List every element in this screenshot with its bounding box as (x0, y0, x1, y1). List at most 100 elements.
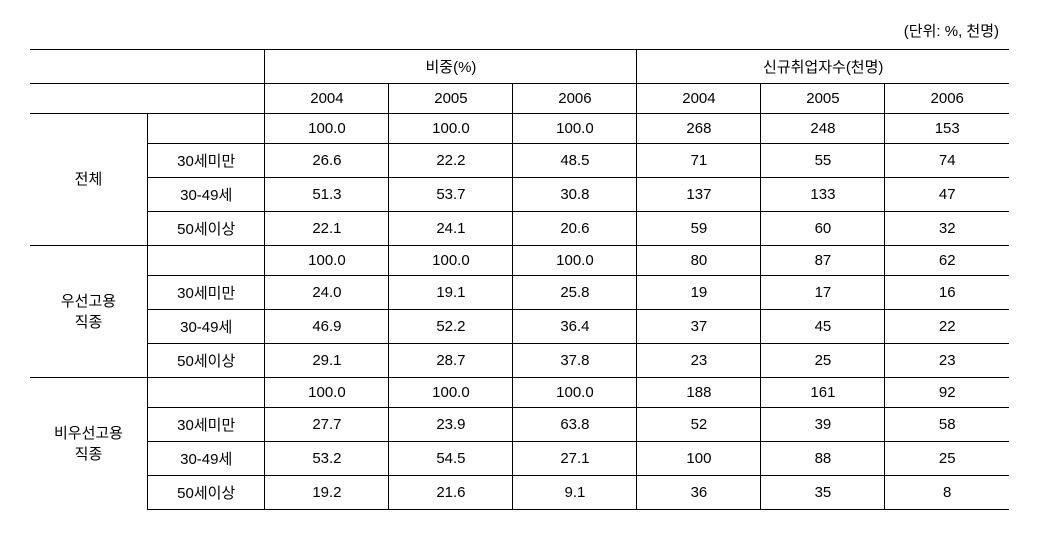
cell: 52 (637, 408, 761, 442)
rowgroup-label: 전체 (30, 114, 147, 246)
header-row-2: 2004 2005 2006 2004 2005 2006 (30, 84, 1009, 114)
table-row: 비우선고용직종 100.0 100.0 100.0 188 161 92 (30, 378, 1009, 408)
cell: 100.0 (513, 378, 637, 408)
cell: 37.8 (513, 344, 637, 378)
table-row: 50세이상 22.1 24.1 20.6 59 60 32 (30, 212, 1009, 246)
cell: 8 (885, 476, 1009, 510)
cell: 36 (637, 476, 761, 510)
cell: 23 (637, 344, 761, 378)
row-sub-label: 50세이상 (147, 212, 264, 246)
cell: 59 (637, 212, 761, 246)
rowgroup-label: 비우선고용직종 (30, 378, 147, 510)
cell: 25.8 (513, 276, 637, 310)
cell: 248 (761, 114, 885, 144)
cell: 100.0 (265, 246, 389, 276)
table-row: 30세미만 26.6 22.2 48.5 71 55 74 (30, 144, 1009, 178)
table-row: 30-49세 51.3 53.7 30.8 137 133 47 (30, 178, 1009, 212)
cell: 71 (637, 144, 761, 178)
data-table: 비중(%) 신규취업자수(천명) 2004 2005 2006 2004 200… (30, 49, 1009, 510)
cell: 26.6 (265, 144, 389, 178)
header-year: 2005 (389, 84, 513, 114)
cell: 17 (761, 276, 885, 310)
cell: 29.1 (265, 344, 389, 378)
table-row: 우선고용직종 100.0 100.0 100.0 80 87 62 (30, 246, 1009, 276)
cell: 19.1 (389, 276, 513, 310)
table-row: 30세미만 27.7 23.9 63.8 52 39 58 (30, 408, 1009, 442)
cell: 188 (637, 378, 761, 408)
cell: 39 (761, 408, 885, 442)
cell: 25 (761, 344, 885, 378)
cell: 100.0 (389, 246, 513, 276)
cell: 54.5 (389, 442, 513, 476)
cell: 58 (885, 408, 1009, 442)
cell: 100.0 (265, 114, 389, 144)
cell: 87 (761, 246, 885, 276)
cell: 52.2 (389, 310, 513, 344)
cell: 53.7 (389, 178, 513, 212)
cell: 133 (761, 178, 885, 212)
table-row: 전체 100.0 100.0 100.0 268 248 153 (30, 114, 1009, 144)
cell: 46.9 (265, 310, 389, 344)
cell: 100.0 (389, 114, 513, 144)
cell: 24.0 (265, 276, 389, 310)
cell: 100.0 (389, 378, 513, 408)
cell: 100.0 (513, 114, 637, 144)
row-sub-label: 50세이상 (147, 476, 264, 510)
table-row: 50세이상 29.1 28.7 37.8 23 25 23 (30, 344, 1009, 378)
row-sub-label: 30세미만 (147, 408, 264, 442)
cell: 30.8 (513, 178, 637, 212)
cell: 23 (885, 344, 1009, 378)
cell: 19.2 (265, 476, 389, 510)
cell: 63.8 (513, 408, 637, 442)
cell: 137 (637, 178, 761, 212)
cell: 100 (637, 442, 761, 476)
cell: 27.1 (513, 442, 637, 476)
cell: 48.5 (513, 144, 637, 178)
row-sub-label (147, 246, 264, 276)
header-group-cnt: 신규취업자수(천명) (637, 50, 1009, 84)
header-year: 2004 (265, 84, 389, 114)
cell: 268 (637, 114, 761, 144)
cell: 60 (761, 212, 885, 246)
cell: 22.1 (265, 212, 389, 246)
cell: 19 (637, 276, 761, 310)
table-row: 30-49세 53.2 54.5 27.1 100 88 25 (30, 442, 1009, 476)
cell: 53.2 (265, 442, 389, 476)
cell: 80 (637, 246, 761, 276)
table-row: 30-49세 46.9 52.2 36.4 37 45 22 (30, 310, 1009, 344)
cell: 35 (761, 476, 885, 510)
cell: 88 (761, 442, 885, 476)
unit-label: (단위: %, 천명) (30, 20, 1009, 41)
header-year: 2006 (513, 84, 637, 114)
cell: 22.2 (389, 144, 513, 178)
cell: 74 (885, 144, 1009, 178)
cell: 55 (761, 144, 885, 178)
cell: 16 (885, 276, 1009, 310)
cell: 28.7 (389, 344, 513, 378)
cell: 20.6 (513, 212, 637, 246)
cell: 36.4 (513, 310, 637, 344)
cell: 24.1 (389, 212, 513, 246)
cell: 161 (761, 378, 885, 408)
cell: 25 (885, 442, 1009, 476)
row-sub-label: 30세미만 (147, 144, 264, 178)
cell: 37 (637, 310, 761, 344)
cell: 47 (885, 178, 1009, 212)
row-sub-label: 30-49세 (147, 442, 264, 476)
cell: 22 (885, 310, 1009, 344)
row-sub-label (147, 378, 264, 408)
header-group-pct: 비중(%) (265, 50, 637, 84)
table-row: 30세미만 24.0 19.1 25.8 19 17 16 (30, 276, 1009, 310)
cell: 21.6 (389, 476, 513, 510)
table-row: 50세이상 19.2 21.6 9.1 36 35 8 (30, 476, 1009, 510)
cell: 23.9 (389, 408, 513, 442)
cell: 153 (885, 114, 1009, 144)
row-sub-label: 30-49세 (147, 178, 264, 212)
header-year: 2005 (761, 84, 885, 114)
row-sub-label: 30세미만 (147, 276, 264, 310)
cell: 45 (761, 310, 885, 344)
cell: 92 (885, 378, 1009, 408)
cell: 100.0 (513, 246, 637, 276)
header-year: 2006 (885, 84, 1009, 114)
cell: 62 (885, 246, 1009, 276)
